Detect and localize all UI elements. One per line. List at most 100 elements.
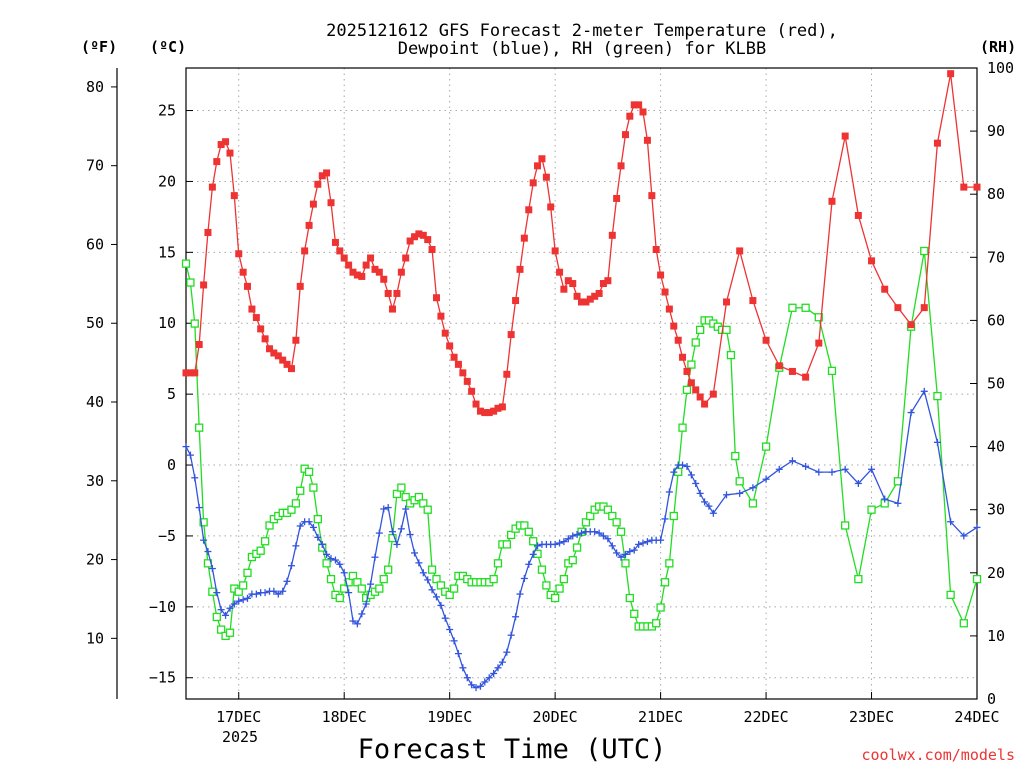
rh-point: [379, 574, 388, 584]
celsius-tick-label: 10: [158, 314, 176, 332]
rh-point: [761, 442, 771, 451]
rh-point: [423, 505, 432, 514]
rh-point: [542, 581, 551, 590]
rh-point: [616, 527, 626, 536]
rh-point: [691, 338, 700, 347]
temperature-point: [454, 360, 462, 368]
rh-point: [291, 499, 301, 508]
celsius-tick-label: 20: [158, 172, 176, 190]
rh-tick-label: 30: [987, 501, 1005, 519]
celsius-tick-label: 25: [158, 102, 176, 120]
temperature-point: [182, 369, 190, 377]
dewpoint-point: [621, 550, 629, 558]
temperature-point: [384, 289, 392, 297]
temperature-point: [670, 322, 678, 330]
dewpoint-point: [485, 674, 493, 682]
dewpoint-point: [630, 546, 638, 554]
dewpoint-point: [705, 502, 713, 510]
dewpoint-point: [279, 587, 287, 595]
temperature-point: [446, 342, 454, 350]
rh-point: [656, 603, 665, 612]
rh-point: [344, 578, 353, 587]
temperature-point: [630, 101, 638, 109]
rh-point: [841, 521, 850, 530]
temperature-point: [868, 257, 876, 265]
dewpoint-point: [428, 586, 436, 594]
rh-point: [502, 540, 511, 549]
fahrenheit-tick-label: 20: [86, 551, 104, 569]
watermark: coolwx.com/models: [861, 746, 1015, 764]
dewpoint-point: [854, 479, 862, 487]
temperature-point: [367, 254, 375, 262]
rh-point: [436, 581, 446, 590]
dewpoint-point: [208, 565, 216, 573]
dewpoint-point: [200, 536, 208, 544]
rh-tick-label: 100: [987, 59, 1014, 77]
dewpoint-point: [406, 531, 414, 539]
rh-point: [524, 527, 533, 536]
rh-point: [972, 574, 982, 584]
fahrenheit-tick-label: 40: [86, 393, 104, 411]
rh-point: [669, 511, 678, 521]
temperature-point: [538, 155, 546, 163]
rh-point: [313, 515, 322, 524]
temperature-point: [397, 268, 405, 276]
dewpoint-point: [556, 539, 564, 547]
temperature-point: [960, 183, 968, 191]
temperature-point: [516, 265, 524, 273]
dewpoint-point: [775, 465, 783, 473]
temperature-point: [621, 131, 629, 139]
dewpoint-point: [252, 590, 260, 598]
dewpoint-point: [327, 555, 335, 563]
x-tick-label: 20DEC: [533, 708, 578, 726]
dewpoint-point: [591, 528, 599, 536]
rh-point: [687, 360, 696, 369]
dewpoint-point: [692, 479, 700, 487]
year-label: 2025: [222, 728, 258, 746]
dewpoint-point: [569, 532, 577, 540]
temperature-point: [437, 312, 445, 320]
temperature-point: [375, 268, 383, 276]
dewpoint-point: [384, 504, 392, 512]
temperature-point: [463, 377, 471, 385]
temperature-point: [213, 158, 221, 166]
rh-point: [625, 593, 634, 603]
rh-tick-label: 40: [987, 438, 1005, 456]
temperature-point: [287, 365, 295, 373]
temperature-point: [613, 194, 621, 202]
temperature-point: [560, 285, 568, 293]
dewpoint-point: [762, 475, 770, 483]
rh-point: [432, 574, 441, 584]
dewpoint-point: [331, 556, 339, 564]
rh-point: [216, 625, 226, 634]
dewpoint-point: [564, 535, 572, 543]
dewpoint-point: [503, 648, 511, 656]
temperature-point: [305, 221, 313, 229]
temperature-point: [301, 247, 309, 255]
rh-point: [335, 593, 344, 603]
temperature-point: [617, 162, 625, 170]
rh-point: [419, 499, 428, 508]
temperature-point: [749, 297, 757, 305]
rh-point: [445, 590, 454, 600]
rh-point: [696, 325, 705, 335]
rh-tick-label: 50: [987, 375, 1005, 393]
rh-point: [239, 581, 248, 590]
temperature-point: [828, 197, 836, 205]
rh-tick-label: 20: [987, 564, 1005, 582]
celsius-tick-label: 5: [167, 385, 176, 403]
temperature-point: [296, 282, 304, 290]
dewpoint-point: [419, 569, 427, 577]
temperature-point: [450, 353, 458, 361]
dewpoint-point: [828, 468, 836, 476]
temperature-point: [222, 138, 230, 146]
temperature-point: [389, 305, 397, 313]
rh-point: [920, 246, 929, 256]
rh-point: [449, 584, 459, 593]
temperature-point: [564, 277, 572, 285]
dewpoint-point: [450, 637, 458, 645]
dewpoint-point: [432, 593, 440, 601]
temperature-point: [595, 289, 603, 297]
dewpoint-point: [696, 489, 704, 497]
dewpoint-point: [516, 590, 524, 598]
